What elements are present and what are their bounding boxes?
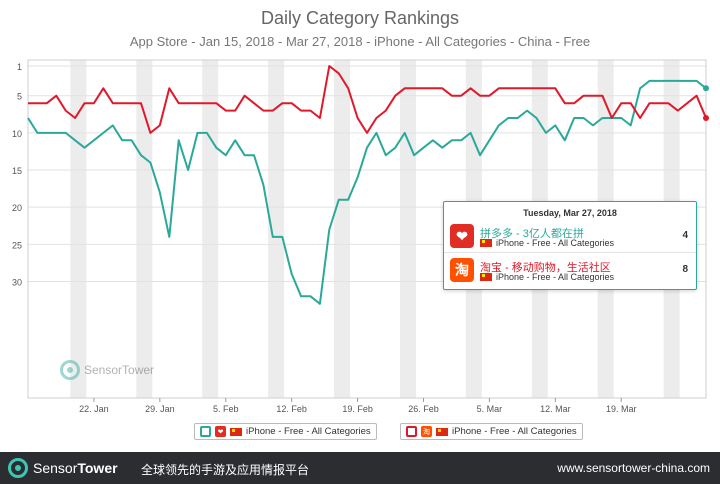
tooltip-row: 淘 淘宝 - 移动购物，生活社区 iPhone - Free - All Cat… <box>450 258 692 288</box>
chart-subtitle: App Store - Jan 15, 2018 - Mar 27, 2018 … <box>129 34 591 49</box>
tooltip-meta-text: iPhone - Free - All Categories <box>496 238 615 248</box>
legend-label: iPhone - Free - All Categories <box>246 426 371 437</box>
x-tick-label: 26. Feb <box>408 404 439 414</box>
series-line <box>28 65 707 134</box>
tooltip-rank: 8 <box>682 264 688 275</box>
sensortower-logo-icon <box>60 360 80 380</box>
tooltip-meta: iPhone - Free - All Categories <box>480 238 614 248</box>
y-tick-label: 15 <box>12 166 22 176</box>
legend-swatch <box>200 426 211 437</box>
sensortower-logo-icon <box>8 458 28 478</box>
china-flag-icon <box>480 239 492 247</box>
y-tick-label: 10 <box>12 129 22 139</box>
legend-item-taobao[interactable]: 淘 iPhone - Free - All Categories <box>400 423 583 440</box>
plot-border <box>27 59 707 399</box>
x-tick-label: 29. Jan <box>145 404 175 414</box>
tooltip-meta-text: iPhone - Free - All Categories <box>496 272 615 282</box>
series-point <box>703 115 709 122</box>
y-tick-label: 5 <box>17 92 22 102</box>
footer-brand-a: Sensor <box>33 460 78 476</box>
china-flag-icon <box>436 427 448 436</box>
weekend-band <box>334 60 351 398</box>
weekend-band <box>202 60 219 398</box>
tooltip-rank: 4 <box>682 230 688 241</box>
x-tick-label: 5. Feb <box>213 404 239 414</box>
pinduoduo-app-icon: ❤ <box>450 224 474 248</box>
chart-title: Daily Category Rankings <box>260 8 460 28</box>
tooltip-app-name: 拼多多 - 3亿人都在拼 <box>480 228 584 240</box>
tooltip-divider <box>444 252 696 253</box>
y-tick-label: 20 <box>12 203 22 213</box>
watermark: SensorTower <box>60 360 154 380</box>
y-tick-label: 1 <box>17 62 22 72</box>
x-tick-label: 12. Feb <box>276 404 307 414</box>
legend-swatch <box>406 426 417 437</box>
hover-tooltip: Tuesday, Mar 27, 2018 ❤ 拼多多 - 3亿人都在拼 iPh… <box>443 201 697 290</box>
china-flag-icon <box>230 427 242 436</box>
weekend-band <box>399 60 416 398</box>
footer-url[interactable]: www.sensortower-china.com <box>557 461 710 475</box>
weekend-band <box>70 60 87 398</box>
legend-label: iPhone - Free - All Categories <box>452 426 577 437</box>
taobao-app-icon: 淘 <box>421 426 432 437</box>
taobao-app-icon: 淘 <box>450 258 474 282</box>
footer-brand-b: Tower <box>77 460 118 476</box>
weekend-band <box>268 60 285 398</box>
y-tick-label: 30 <box>12 277 22 287</box>
tooltip-app-name: 淘宝 - 移动购物，生活社区 <box>480 262 611 274</box>
y-tick-label: 25 <box>12 240 22 250</box>
series-point <box>703 85 709 92</box>
x-tick-label: 19. Feb <box>342 404 373 414</box>
series-line <box>27 79 707 305</box>
x-tick-label: 12. Mar <box>540 404 571 414</box>
china-flag-icon <box>480 273 492 281</box>
x-tick-label: 19. Mar <box>606 404 637 414</box>
x-tick-label: 22. Jan <box>79 404 109 414</box>
footer-brand: SensorTower <box>33 460 118 476</box>
footer-bar: SensorTower 全球领先的手游及应用情报平台 www.sensortow… <box>0 452 720 484</box>
weekend-band <box>136 60 153 398</box>
tooltip-date: Tuesday, Mar 27, 2018 <box>523 208 617 218</box>
tooltip-row: ❤ 拼多多 - 3亿人都在拼 iPhone - Free - All Categ… <box>450 224 692 254</box>
pinduoduo-app-icon: ❤ <box>215 426 226 437</box>
tooltip-meta: iPhone - Free - All Categories <box>480 272 614 282</box>
footer-slogan: 全球领先的手游及应用情报平台 <box>141 463 310 477</box>
watermark-text: SensorTower <box>84 363 155 377</box>
legend-item-pinduoduo[interactable]: ❤ iPhone - Free - All Categories <box>194 423 377 440</box>
x-tick-label: 5. Mar <box>477 404 503 414</box>
